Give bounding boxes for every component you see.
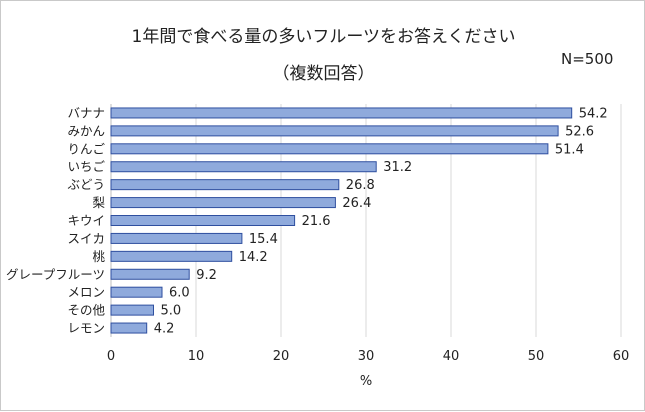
bar (110, 250, 233, 262)
data-label: 26.8 (346, 178, 375, 193)
bar (110, 107, 573, 119)
chart-title: 1年間で食べる量の多いフルーツをお答えください (131, 27, 516, 47)
x-tick-label: 30 (358, 349, 375, 364)
chart-subtitle: （複数回答） (272, 64, 375, 84)
bar (110, 197, 336, 209)
category-label: スイカ (67, 231, 105, 246)
x-tick-label: 0 (107, 349, 115, 364)
x-tick-label: 50 (528, 349, 545, 364)
data-label: 21.6 (302, 214, 331, 229)
category-label: グレープフルーツ (6, 267, 105, 282)
bar (110, 179, 340, 191)
data-label: 5.0 (161, 304, 182, 319)
bar (110, 322, 148, 334)
data-label: 51.4 (555, 142, 584, 157)
category-label: その他 (67, 303, 105, 318)
category-label: 桃 (92, 249, 105, 264)
data-label: 14.2 (239, 250, 268, 265)
bar (110, 304, 154, 316)
category-label: メロン (67, 285, 105, 300)
bar (110, 232, 243, 244)
category-label: 梨 (92, 195, 105, 210)
x-tick-label: 20 (273, 349, 290, 364)
data-label: 6.0 (169, 286, 190, 301)
x-tick-label: 40 (443, 349, 460, 364)
data-label: 52.6 (565, 124, 594, 139)
x-tick-label: 60 (613, 349, 630, 364)
bar (110, 286, 163, 298)
category-label: りんご (67, 141, 105, 156)
bar (110, 125, 559, 137)
data-label: 15.4 (249, 232, 278, 247)
x-axis-label: % (360, 374, 372, 389)
bar (110, 215, 296, 226)
category-label: ぶどう (67, 177, 105, 192)
category-label: いちご (67, 159, 105, 174)
data-label: 54.2 (579, 106, 608, 121)
bar (110, 161, 377, 173)
x-tick-label: 10 (188, 349, 205, 364)
data-label: 4.2 (154, 322, 175, 337)
sample-size-note: N=500 (561, 50, 614, 68)
category-label: バナナ (67, 105, 105, 120)
data-label: 9.2 (196, 268, 217, 283)
data-label: 31.2 (383, 160, 412, 175)
category-label: キウイ (67, 213, 105, 228)
bar (110, 268, 190, 280)
bar (110, 143, 549, 155)
category-label: レモン (67, 321, 105, 336)
category-label: みかん (67, 123, 105, 138)
data-label: 26.4 (342, 196, 371, 211)
